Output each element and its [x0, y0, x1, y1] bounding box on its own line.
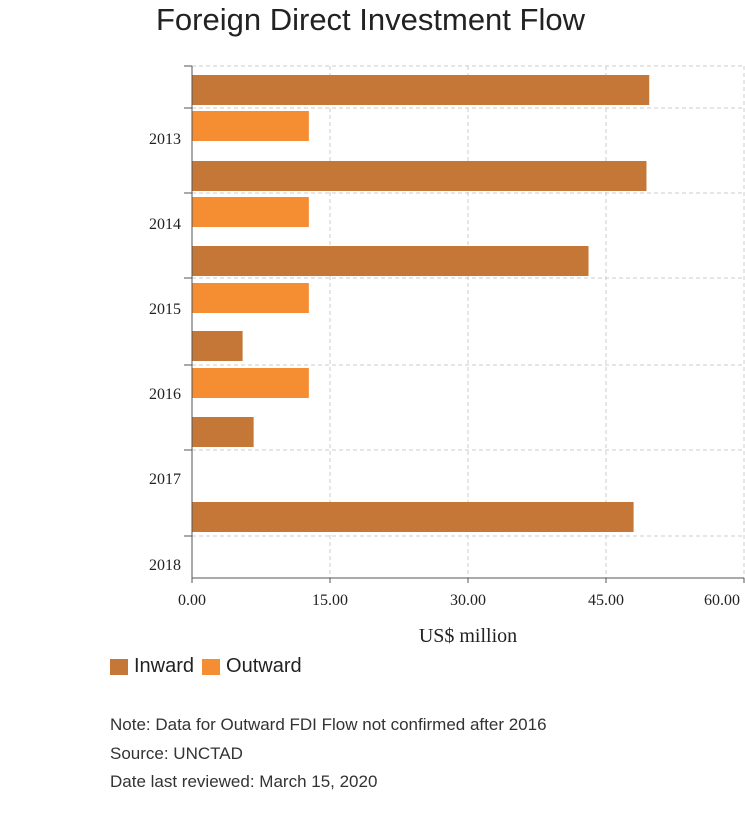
bar-outward-2016 [192, 368, 309, 398]
bar-outward-2015 [192, 283, 309, 313]
bar-chart: 2013 2014 2015 2016 2017 2018 0.00 15.00 30.00 45… [149, 65, 745, 647]
legend-item-inward[interactable]: Inward [110, 655, 194, 678]
legend-label-outward: Outward [226, 655, 302, 677]
legend: Inward Outward [110, 655, 310, 678]
note-text: Note: Data for Outward FDI Flow not conf… [110, 715, 547, 734]
legend-swatch-inward [110, 658, 128, 675]
chart-notes: Note: Data for Outward FDI Flow not conf… [110, 711, 547, 797]
x-tick-label: 30.00 [450, 592, 486, 609]
legend-item-outward[interactable]: Outward [202, 655, 302, 678]
chart-title: Foreign Direct Investment Flow [156, 2, 585, 37]
bar-outward-2014 [192, 197, 309, 227]
y-tick-label-2016: 2016 [149, 386, 181, 403]
x-tick-label: 60.00 [704, 592, 740, 609]
y-tick-label-2014: 2014 [149, 216, 181, 233]
bar-inward-2015 [192, 246, 589, 276]
source-text: Source: UNCTAD [110, 743, 243, 763]
bar-inward-2013 [192, 75, 650, 105]
y-tick-label-2017: 2017 [149, 471, 181, 488]
bar-inward-2017 [192, 417, 254, 447]
x-tick-label: 15.00 [312, 592, 348, 609]
bar-inward-2018 [192, 502, 634, 532]
bar-outward-2013 [192, 111, 309, 141]
bar-inward-2016 [192, 331, 243, 361]
y-tick-label-2018: 2018 [149, 557, 181, 574]
x-tick-label: 45.00 [588, 592, 624, 609]
x-tick-label: 0.00 [178, 592, 206, 609]
y-tick-label-2013: 2013 [149, 131, 181, 148]
x-axis-title: US$ million [419, 625, 517, 647]
legend-label-inward: Inward [134, 655, 195, 677]
bar-inward-2014 [192, 161, 647, 191]
y-tick-label-2015: 2015 [149, 301, 181, 318]
reviewed-date-text: Date last reviewed: March 15, 2020 [110, 772, 378, 791]
legend-swatch-outward [202, 658, 221, 675]
